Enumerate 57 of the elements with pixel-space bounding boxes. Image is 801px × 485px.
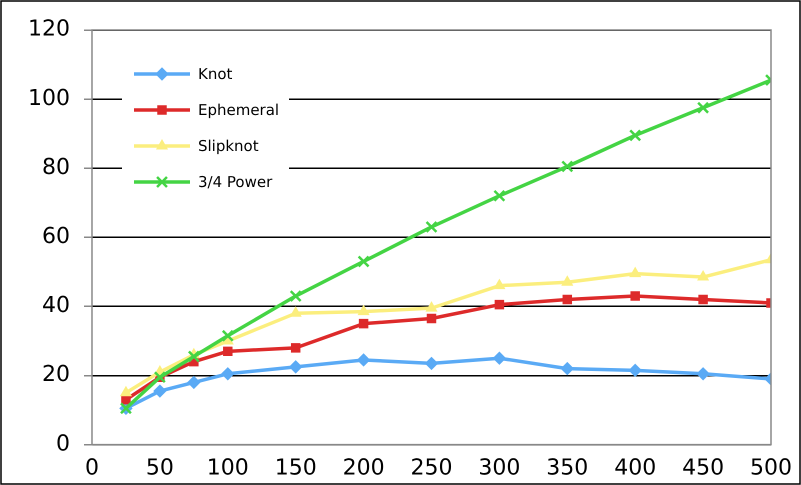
- y-tick-label: 60: [42, 224, 70, 250]
- x-tick-label: 250: [410, 456, 452, 481]
- x-tick-label: 500: [750, 456, 792, 481]
- y-tick-label: 40: [42, 293, 70, 318]
- x-tick-label: 200: [342, 456, 385, 481]
- point: [696, 102, 710, 114]
- legend-label: Knot: [198, 65, 232, 83]
- y-tick-label: 100: [28, 86, 70, 111]
- point: [357, 353, 370, 366]
- y-tick-label: 80: [42, 154, 70, 180]
- point: [223, 346, 233, 356]
- point: [357, 255, 370, 268]
- point: [424, 356, 438, 370]
- x-tick-label: 150: [274, 456, 317, 481]
- point: [358, 318, 368, 328]
- point: [561, 160, 574, 173]
- legend-label: 3/4 Power: [198, 173, 272, 191]
- x-tick-label: 50: [146, 456, 174, 481]
- x-tick-label: 0: [84, 456, 99, 481]
- point: [698, 294, 708, 304]
- point: [562, 276, 573, 286]
- point: [222, 330, 234, 342]
- point: [560, 362, 574, 376]
- point: [425, 220, 438, 234]
- point: [188, 350, 200, 363]
- y-tick-label: 120: [28, 16, 70, 42]
- point: [358, 305, 370, 316]
- y-tick-label: 0: [56, 431, 70, 456]
- point: [630, 267, 641, 278]
- point: [629, 129, 642, 142]
- point: [630, 291, 640, 301]
- point: [290, 343, 300, 353]
- point: [120, 386, 132, 396]
- point: [696, 367, 710, 380]
- x-tick-label: 450: [682, 456, 724, 481]
- point: [290, 306, 302, 317]
- x-tick-label: 300: [478, 456, 520, 481]
- point: [153, 384, 166, 398]
- point: [426, 314, 436, 324]
- point: [562, 294, 572, 304]
- point: [289, 360, 302, 374]
- point: [628, 364, 642, 377]
- point: [426, 302, 438, 312]
- point: [289, 290, 302, 302]
- point: [493, 190, 506, 202]
- x-tick-label: 400: [614, 456, 656, 481]
- point: [221, 367, 234, 380]
- point: [187, 376, 200, 389]
- y-tick-label: 20: [42, 362, 70, 388]
- x-tick-label: 100: [206, 456, 249, 481]
- point: [494, 279, 506, 290]
- legend-label: Slipknot: [198, 137, 259, 155]
- point: [494, 300, 504, 310]
- point: [697, 270, 709, 281]
- point: [492, 352, 506, 365]
- legend-label: Ephemeral: [198, 101, 280, 119]
- x-tick-label: 350: [546, 456, 588, 481]
